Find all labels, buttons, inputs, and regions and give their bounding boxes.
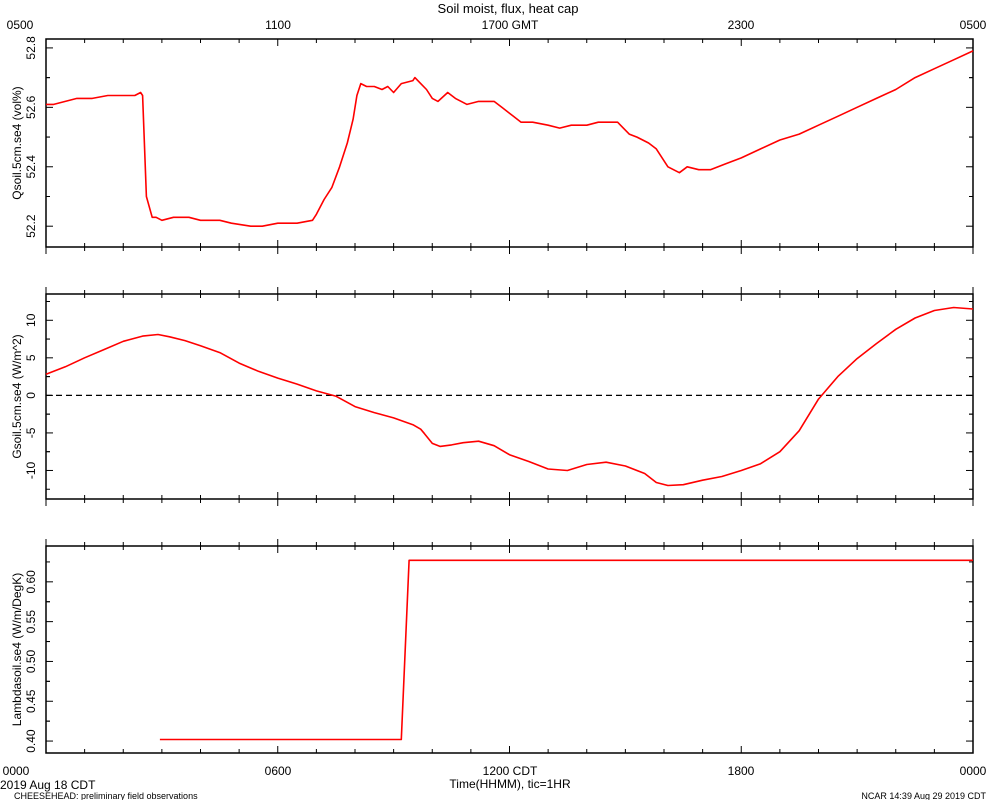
y-tick-label: 0.50 [24, 649, 38, 673]
bottom-axis-label: 1200 CDT [483, 764, 538, 778]
bottom-axis-label: 0600 [265, 764, 292, 778]
y-tick-label: 5 [24, 354, 38, 361]
series-line [45, 306, 974, 487]
y-tick-label: 52.6 [24, 95, 38, 119]
y-axis-label: Qsoil.5cm.se4 (vol%) [10, 86, 24, 199]
y-tick-label: 0.45 [24, 689, 38, 713]
moisture-panel: 52.2 52.4 52.6 52.8 Qsoil.5cm.se4 (vol%) [10, 36, 974, 254]
y-tick-label: 52.8 [24, 36, 38, 60]
top-axis-label: 1700 GMT [482, 18, 539, 32]
bottom-axis-label: 1800 [728, 764, 755, 778]
y-tick-label: 0 [24, 392, 38, 399]
top-axis-label: 1100 [265, 18, 291, 32]
y-tick-label: 10 [24, 313, 38, 327]
y-tick-label: 0.60 [24, 570, 38, 594]
y-tick-label: 0.55 [24, 610, 38, 634]
plot-frame [45, 293, 974, 500]
x-axis-label: Time(HHMM), tic=1HR [449, 777, 571, 791]
series-line [159, 559, 973, 741]
y-tick-label: 52.2 [24, 214, 38, 238]
y-tick-label: 0.40 [24, 729, 38, 753]
bottom-axis-label: 0000 [3, 764, 30, 778]
bottom-axis-labels: 0000 0600 1200 CDT 1800 0000 [3, 764, 987, 778]
footer-left: CHEESEHEAD: preliminary field observatio… [14, 791, 198, 800]
footer-right: NCAR 14:39 Aug 29 2019 CDT [861, 791, 986, 800]
y-tick-label: -5 [24, 427, 38, 438]
chart-title: Soil moist, flux, heat cap [438, 1, 579, 16]
top-axis-label: 2300 [728, 18, 755, 32]
series-line [46, 50, 974, 227]
y-tick-label: -10 [24, 461, 38, 479]
plot-frame [45, 38, 974, 248]
date-label: 2019 Aug 18 CDT [0, 778, 96, 792]
top-axis-label: 0500 [960, 18, 987, 32]
y-tick-label: 52.4 [24, 155, 38, 179]
y-axis-label: Gsoil.5cm.se4 (W/m^2) [10, 334, 24, 458]
top-axis-label: 0500 [7, 18, 34, 32]
top-axis-labels: 0500 1100 1700 GMT 2300 0500 [7, 18, 987, 32]
y-axis-label: Lambdasoil.se4 (W/m/DegK) [10, 573, 24, 726]
bottom-axis-label: 0000 [960, 764, 987, 778]
plot-frame [45, 545, 974, 754]
